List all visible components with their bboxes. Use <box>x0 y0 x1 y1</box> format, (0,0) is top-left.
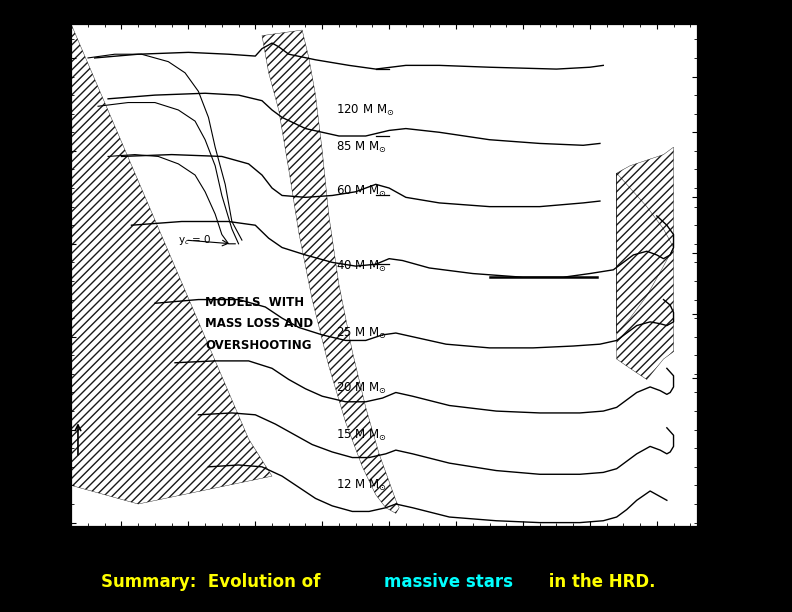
Text: 15 M M$_{\odot}$: 15 M M$_{\odot}$ <box>336 428 386 443</box>
Text: 25 M M$_{\odot}$: 25 M M$_{\odot}$ <box>336 326 386 340</box>
Text: 85 M M$_{\odot}$: 85 M M$_{\odot}$ <box>336 140 386 155</box>
Text: 120 M M$_{\odot}$: 120 M M$_{\odot}$ <box>336 102 394 118</box>
Text: M$_{\rm bol}$: M$_{\rm bol}$ <box>716 32 746 51</box>
Text: 20 M M$_{\odot}$: 20 M M$_{\odot}$ <box>336 381 386 397</box>
X-axis label: log T$_{\rm eff}$: log T$_{\rm eff}$ <box>357 550 411 569</box>
Text: 40 M M$_{\odot}$: 40 M M$_{\odot}$ <box>336 258 386 274</box>
Text: 12 M M$_{\odot}$: 12 M M$_{\odot}$ <box>336 478 386 493</box>
Text: MASS LOSS AND: MASS LOSS AND <box>205 317 314 330</box>
Text: in the HRD.: in the HRD. <box>543 573 656 591</box>
Text: OVERSHOOTING: OVERSHOOTING <box>205 338 311 352</box>
Text: y$_c$ = 0: y$_c$ = 0 <box>178 233 212 247</box>
Text: MODELS  WITH: MODELS WITH <box>205 296 304 309</box>
Text: 60 M M$_{\odot}$: 60 M M$_{\odot}$ <box>336 184 386 200</box>
Text: Summary:  Evolution of: Summary: Evolution of <box>101 573 326 591</box>
Y-axis label: log L/L$_{\odot}$: log L/L$_{\odot}$ <box>22 245 41 305</box>
Text: massive stars: massive stars <box>384 573 512 591</box>
